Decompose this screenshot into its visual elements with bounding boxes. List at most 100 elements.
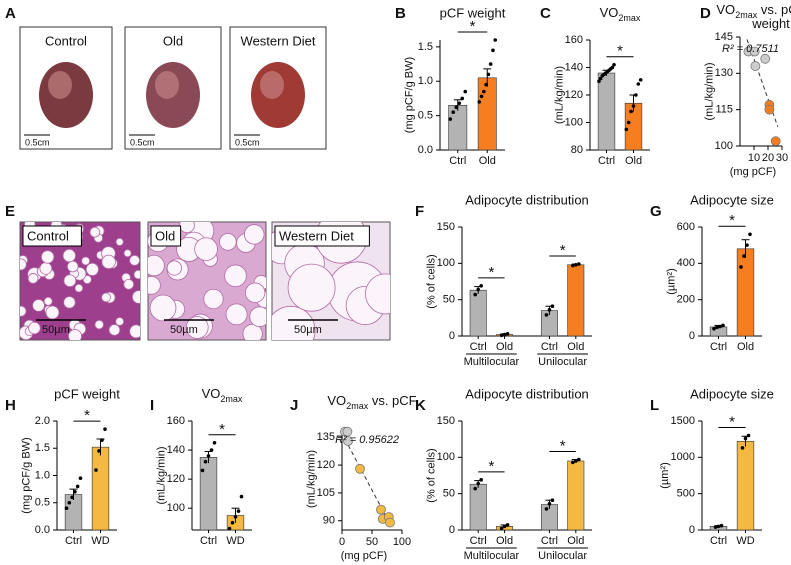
x-tick-label: Ctrl: [598, 155, 615, 167]
y-tick-label: 100: [565, 116, 583, 128]
y-tick-label: 600: [677, 221, 695, 233]
chart-title: pCF weight: [54, 386, 120, 401]
data-point: [70, 495, 74, 500]
data-point: [209, 448, 214, 452]
significance-label: *: [470, 18, 476, 35]
adipocyte: [85, 262, 99, 276]
data-point: [100, 438, 104, 442]
data-point: [544, 313, 549, 317]
y-tick-label: 1.5: [418, 41, 433, 53]
adipocyte: [66, 260, 79, 273]
data-point: [460, 96, 465, 101]
bar: [567, 460, 585, 531]
adipocyte: [74, 283, 84, 293]
scale-label: 50µm: [170, 324, 198, 336]
data-point: [200, 468, 205, 473]
y-tick-label: 50: [443, 488, 455, 500]
adipocyte: [224, 264, 247, 288]
adipocyte: [249, 306, 266, 327]
group-label: Unilocular: [538, 356, 587, 368]
data-point: [479, 284, 483, 288]
x-tick-label: WD: [736, 535, 754, 547]
data-point: [574, 262, 578, 267]
data-point: [748, 232, 752, 237]
significance-label: *: [488, 264, 494, 281]
y-tick-label: 120: [167, 473, 185, 485]
adipocyte: [43, 296, 53, 306]
bar: [469, 289, 487, 337]
adipocyte: [40, 250, 55, 264]
data-point: [484, 82, 488, 87]
y-tick-label: 1500: [671, 415, 695, 427]
data-point: [463, 89, 468, 94]
caption-box: [22, 225, 82, 247]
adipocyte: [242, 323, 263, 340]
y-tick-label: 100: [715, 140, 733, 152]
data-point: [67, 500, 72, 505]
x-tick-label: Old: [567, 341, 584, 353]
bar: [597, 72, 616, 151]
data-point: [770, 136, 781, 147]
bar: [736, 441, 755, 531]
x-axis-label: (mg pCF): [730, 166, 776, 178]
adipocyte: [81, 256, 91, 266]
x-tick-label: Old: [479, 155, 496, 167]
x-tick-label: Ctrl: [65, 535, 82, 547]
group-label: Multilocular: [464, 550, 520, 562]
data-point: [482, 89, 486, 94]
y-axis-label: (mL/kg/min): [553, 66, 565, 124]
y-tick-label: 100: [437, 257, 455, 269]
data-point: [491, 48, 495, 53]
data-point: [505, 332, 510, 336]
data-point: [499, 526, 504, 531]
panel-letter: L: [650, 397, 659, 414]
data-point: [479, 94, 484, 99]
group-label: Unilocular: [538, 550, 587, 562]
adipocyte: [115, 317, 125, 326]
image-caption: Control: [27, 228, 69, 243]
y-tick-label: 0: [449, 330, 455, 342]
y-tick-label: 1.5: [35, 442, 50, 454]
data-point: [749, 46, 760, 57]
significance-label: *: [617, 43, 623, 60]
adipocyte: [365, 273, 390, 315]
title-part: 2max: [220, 394, 243, 404]
image-caption: Western Diet: [241, 33, 316, 48]
x-tick-label: 10: [748, 152, 760, 164]
data-point: [631, 104, 636, 108]
data-point: [385, 517, 395, 528]
data-point: [473, 486, 477, 491]
adipocyte: [148, 275, 161, 295]
caption-box: [150, 225, 182, 247]
data-point: [488, 62, 493, 66]
adipocyte: [94, 319, 104, 330]
y-axis-label: (µm²): [659, 462, 671, 489]
adipocyte: [129, 254, 140, 266]
x-axis-label: (mg pCF): [341, 550, 387, 562]
y-tick-label: 135: [317, 431, 335, 443]
image-caption: Old: [155, 228, 175, 243]
data-point: [493, 38, 498, 42]
data-point: [502, 332, 507, 337]
x-tick-label: 20: [762, 152, 774, 164]
caption-box: [274, 225, 370, 247]
data-point: [718, 324, 722, 329]
bar: [736, 248, 755, 337]
heart-highlight: [260, 71, 284, 99]
data-point: [75, 484, 80, 489]
y-axis-label: (mg pCF/g BW): [403, 57, 415, 133]
annotation: R² = 0.7511: [722, 43, 779, 55]
title-part: 2max: [735, 10, 758, 20]
data-point: [638, 78, 643, 82]
data-point: [457, 101, 462, 106]
panel-letter: D: [700, 5, 711, 22]
data-point: [760, 53, 771, 64]
y-tick-label: 1.0: [418, 75, 433, 87]
adipocyte: [129, 324, 140, 339]
image-caption: Old: [163, 33, 183, 48]
adipocyte: [115, 237, 124, 246]
x-tick-label: 30: [776, 152, 788, 164]
y-tick-label: 0.5: [35, 497, 50, 509]
panel-letter: F: [415, 203, 424, 220]
adipocyte: [219, 233, 237, 251]
